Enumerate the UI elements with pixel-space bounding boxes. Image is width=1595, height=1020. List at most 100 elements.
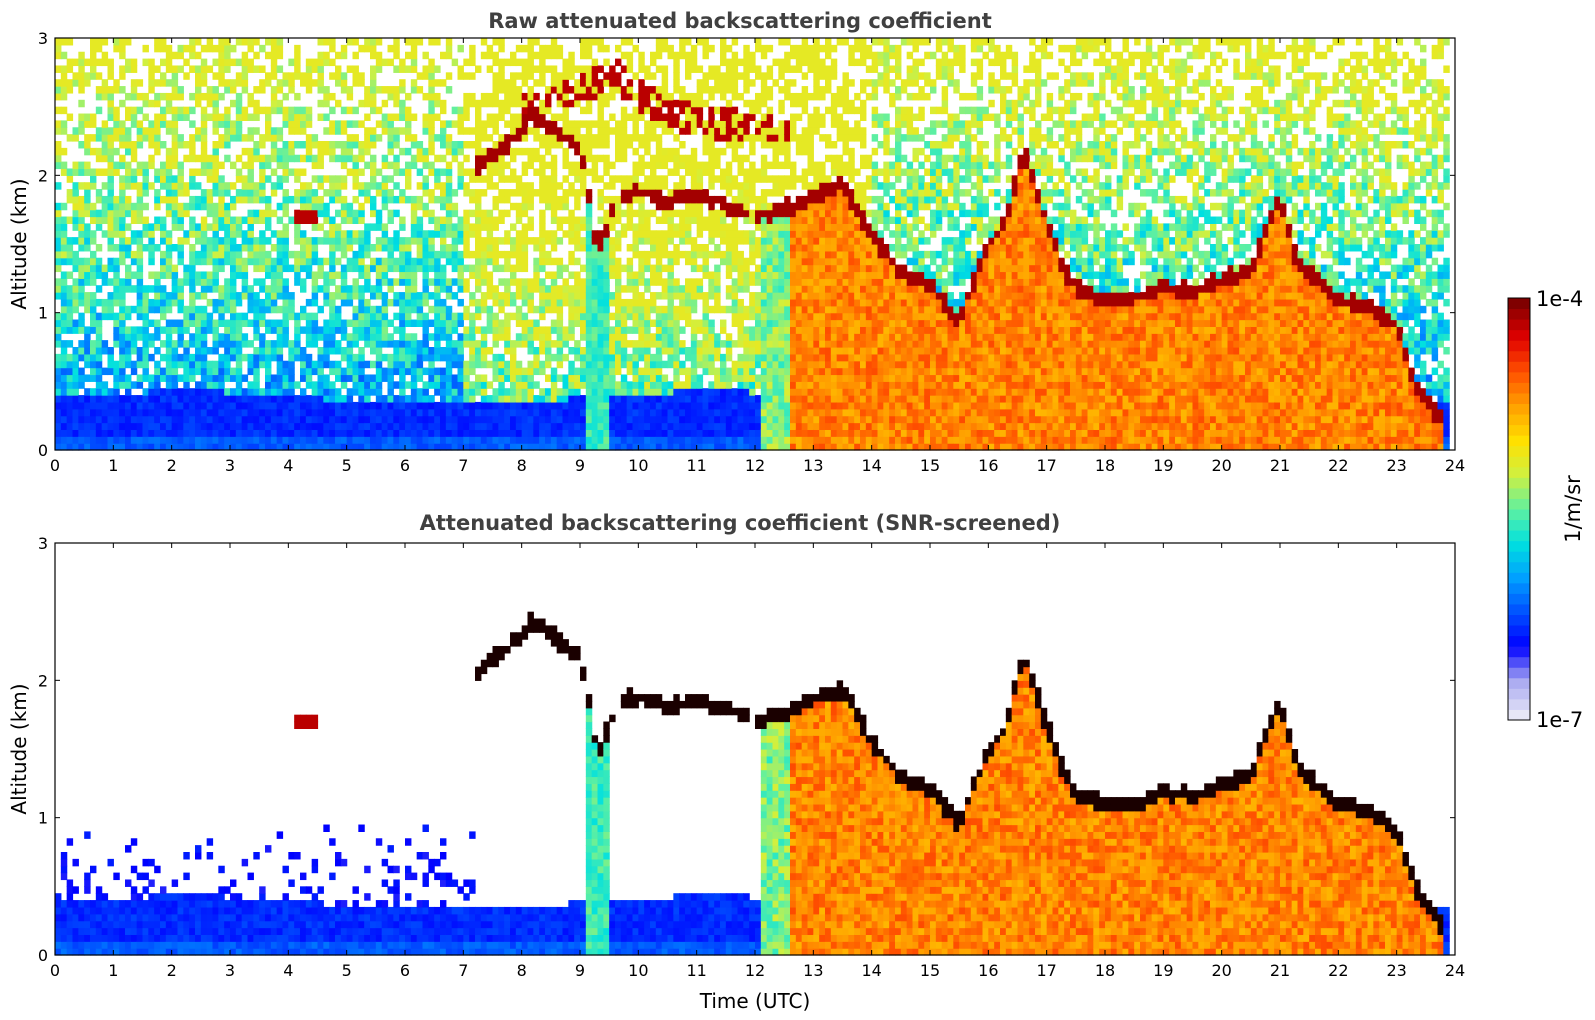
heatmap-cell <box>550 367 558 376</box>
heatmap-cell <box>300 429 307 437</box>
heatmap-cell <box>60 422 68 430</box>
heatmap-cell <box>545 436 552 444</box>
heatmap-cell <box>463 429 470 437</box>
heatmap-cell <box>288 374 295 382</box>
heatmap-cell <box>340 271 348 279</box>
heatmap-cell <box>504 395 511 403</box>
heatmap-cell <box>685 92 692 101</box>
heatmap-cell <box>224 127 231 135</box>
heatmap-cell <box>241 106 249 115</box>
heatmap-cell <box>480 395 488 403</box>
heatmap-cell <box>235 312 243 321</box>
heatmap-cell <box>644 189 651 197</box>
heatmap-cell <box>521 367 529 376</box>
heatmap-cell <box>206 388 214 396</box>
heatmap-cell <box>317 374 324 382</box>
heatmap-cell <box>66 271 74 279</box>
heatmap-cell <box>539 250 546 259</box>
heatmap-cell <box>189 305 196 314</box>
heatmap-cell <box>475 415 482 424</box>
heatmap-cell <box>603 340 610 348</box>
heatmap-cell <box>463 278 470 286</box>
heatmap-cell <box>545 175 552 183</box>
heatmap-cell <box>241 195 249 204</box>
heatmap-cell <box>632 319 639 327</box>
heatmap-cell <box>346 237 354 245</box>
heatmap-cell <box>393 92 400 101</box>
heatmap-cell <box>55 319 62 327</box>
heatmap-cell <box>200 271 208 279</box>
heatmap-cell <box>352 319 359 327</box>
heatmap-cell <box>154 244 161 252</box>
heatmap-cell <box>469 395 476 403</box>
heatmap-cell <box>130 271 138 279</box>
heatmap-cell <box>300 209 307 218</box>
heatmap-cell <box>235 38 243 46</box>
heatmap-cell <box>78 168 85 176</box>
heatmap-cell <box>218 415 225 424</box>
heatmap-cell <box>486 319 494 327</box>
heatmap-cell <box>638 333 645 341</box>
heatmap-cell <box>95 264 103 273</box>
heatmap-cell <box>370 333 377 341</box>
heatmap-cell <box>445 120 453 128</box>
heatmap-cell <box>504 401 511 410</box>
heatmap-cell <box>370 65 377 73</box>
heatmap-cell <box>276 333 284 341</box>
heatmap-cell <box>107 298 114 307</box>
heatmap-cell <box>550 65 558 73</box>
heatmap-cell <box>200 189 208 197</box>
heatmap-cell <box>440 278 447 286</box>
heatmap-cell <box>661 195 669 204</box>
heatmap-cell <box>609 312 616 321</box>
heatmap-cell <box>498 264 505 273</box>
heatmap-cell <box>603 79 610 87</box>
heatmap-cell <box>270 38 278 46</box>
heatmap-cell <box>428 168 435 176</box>
heatmap-cell <box>603 92 610 101</box>
heatmap-cell <box>632 230 639 238</box>
heatmap-cell <box>661 347 669 355</box>
heatmap-cell <box>550 429 558 437</box>
heatmap-cell <box>335 223 342 231</box>
heatmap-cell <box>615 347 622 355</box>
heatmap-cell <box>609 79 616 87</box>
heatmap-cell <box>352 72 359 80</box>
heatmap-cell <box>690 175 698 183</box>
heatmap-cell <box>591 134 599 142</box>
heatmap-cell <box>259 79 266 87</box>
heatmap-cell <box>270 264 278 273</box>
heatmap-cell <box>644 319 651 327</box>
heatmap-cell <box>276 65 284 73</box>
heatmap-cell <box>335 443 342 451</box>
heatmap-cell <box>410 367 418 376</box>
heatmap-cell <box>422 292 429 300</box>
heatmap-cell <box>405 285 412 293</box>
heatmap-cell <box>574 415 581 424</box>
heatmap-cell <box>241 86 249 94</box>
heatmap-cell <box>685 422 692 430</box>
heatmap-cell <box>364 182 371 190</box>
heatmap-cell <box>270 271 278 279</box>
heatmap-cell <box>224 326 231 334</box>
heatmap-cell <box>370 305 377 314</box>
heatmap-cell <box>416 257 424 266</box>
heatmap-cell <box>195 79 202 87</box>
heatmap-cell <box>475 312 482 321</box>
heatmap-cell <box>539 312 546 321</box>
heatmap-cell <box>580 422 587 430</box>
heatmap-cell <box>265 408 272 417</box>
heatmap-cell <box>66 285 74 293</box>
heatmap-cell <box>241 422 249 430</box>
heatmap-cell <box>515 230 523 238</box>
heatmap-cell <box>265 415 272 424</box>
heatmap-cell <box>282 443 289 451</box>
heatmap-cell <box>527 292 534 300</box>
heatmap-cell <box>154 381 161 389</box>
heatmap-cell <box>218 285 225 293</box>
heatmap-cell <box>568 127 575 135</box>
heatmap-cell <box>113 127 120 135</box>
heatmap-cell <box>358 319 365 327</box>
heatmap-cell <box>550 154 558 163</box>
heatmap-cell <box>539 51 546 60</box>
